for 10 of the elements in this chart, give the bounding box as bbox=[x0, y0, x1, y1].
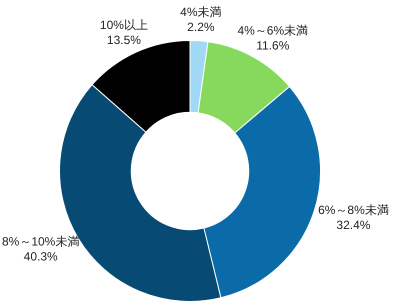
slice-label: 6%～8%未満 bbox=[318, 203, 389, 218]
slice-label: 8%～10%未満 bbox=[2, 234, 80, 249]
slice-label: 4%～6%未満 bbox=[237, 24, 308, 38]
data-label: 2.2% bbox=[187, 20, 215, 34]
data-label: 11.6% bbox=[256, 38, 290, 53]
data-label: 32.4% bbox=[336, 218, 371, 232]
slice-label: 4%未満 bbox=[180, 5, 222, 20]
slice-label: 10%以上 bbox=[100, 18, 148, 32]
data-label: 40.3% bbox=[24, 250, 58, 264]
data-label: 13.5% bbox=[106, 33, 142, 48]
